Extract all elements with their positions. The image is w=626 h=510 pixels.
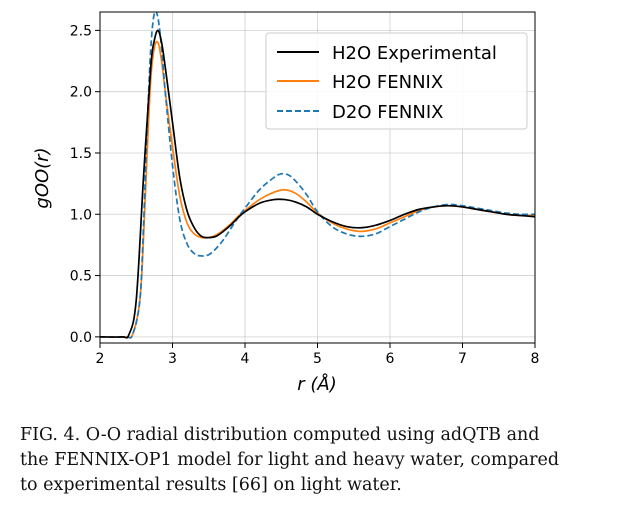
y-tick-label: 2.0: [70, 85, 92, 101]
x-tick-label: 5: [313, 351, 322, 367]
legend-label-d2o-fennix: D2O FENNIX: [332, 102, 444, 123]
x-tick-label: 8: [531, 351, 540, 367]
legend-box: [265, 32, 528, 130]
x-tick-label: 4: [241, 351, 250, 367]
caption-line-1: FIG. 4. O-O radial distribution computed…: [20, 425, 540, 445]
y-tick-label: 0.5: [70, 269, 92, 285]
x-tick-label: 3: [168, 351, 177, 367]
figure-caption: FIG. 4. O-O radial distribution computed…: [20, 423, 610, 498]
y-tick-label: 2.5: [70, 23, 92, 39]
legend: H2O Experimental H2O FENNIX D2O FENNIX: [265, 32, 528, 130]
caption-line-3: to experimental results [66] on light wa…: [20, 475, 402, 495]
x-tick-label: 7: [458, 351, 467, 367]
legend-label-h2o-experimental: H2O Experimental: [332, 43, 497, 64]
series-line-d2o-fennix: [100, 12, 535, 339]
ticks: 2 3 4 5 6 7 8 0.0 0.5 1.0 1.5 2.0 2.5: [70, 23, 540, 367]
x-tick-label: 2: [96, 351, 105, 367]
series-line-h2o-experimental: [100, 29, 535, 339]
caption-line-2: the FENNIX-OP1 model for light and heavy…: [20, 450, 560, 470]
rdf-chart: 2 3 4 5 6 7 8 0.0 0.5 1.0 1.5 2.0 2.5 r (Å) gOO(r) H…: [32, 11, 540, 395]
x-tick-label: 6: [386, 351, 395, 367]
y-tick-label: 0.0: [70, 330, 92, 346]
x-axis-label: r (Å): [297, 373, 336, 395]
y-tick-label: 1.5: [70, 146, 92, 162]
y-tick-label: 1.0: [70, 207, 92, 223]
series-group: [100, 12, 535, 339]
y-axis-label: gOO(r): [32, 147, 53, 208]
legend-label-h2o-fennix: H2O FENNIX: [332, 72, 443, 93]
